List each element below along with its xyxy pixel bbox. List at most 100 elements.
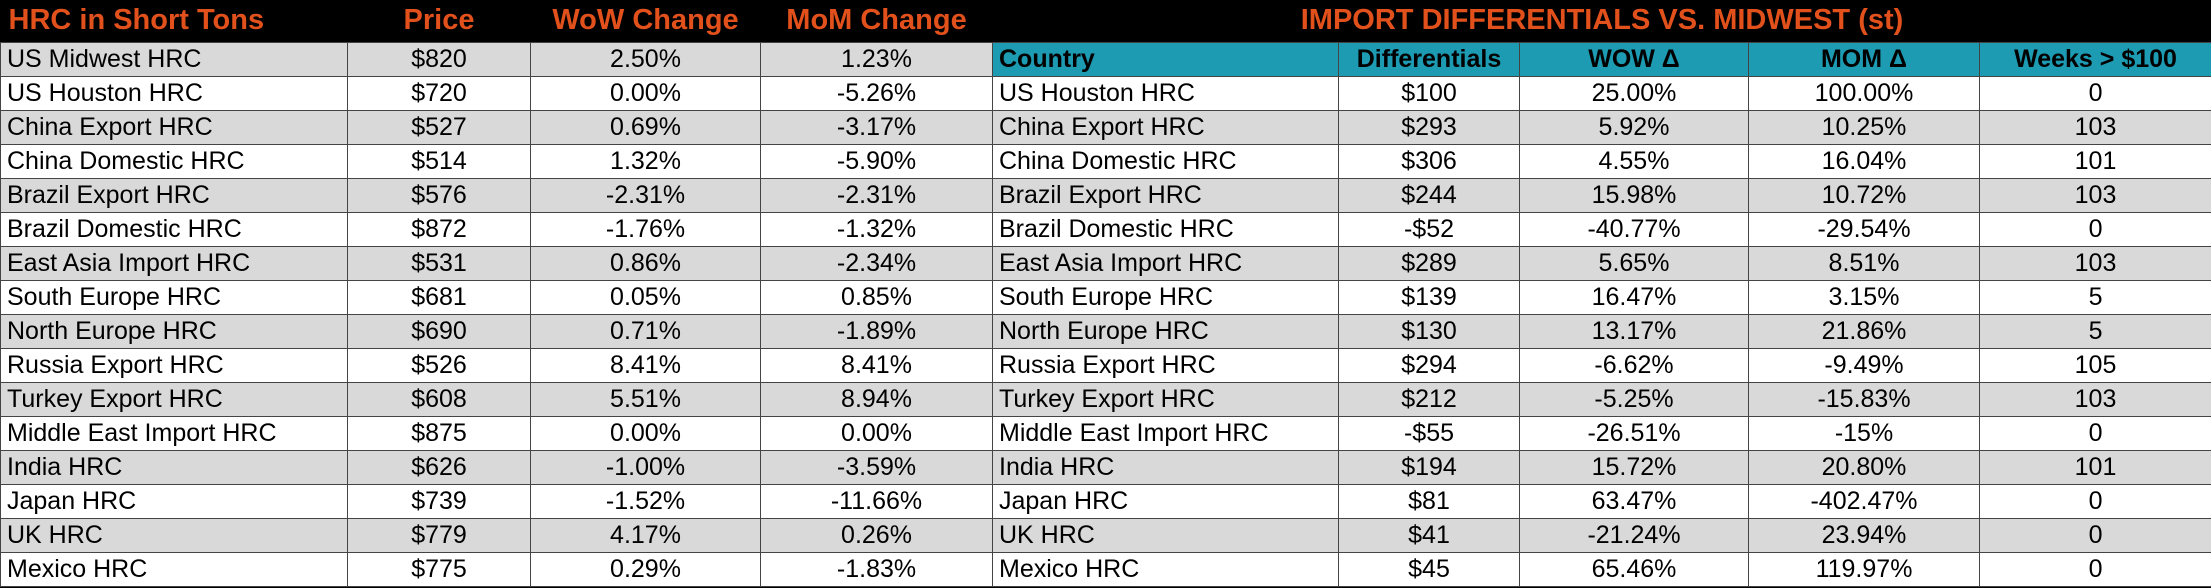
table-cell: 8.41% [530, 347, 761, 383]
table-row: Mexico HRC $775 0.29% -1.83% [0, 551, 993, 587]
table-row: China Domestic HRC $306 4.55% 16.04% 101 [992, 143, 2211, 179]
import-differentials-column-header: Weeks > $100 [1978, 41, 2211, 77]
table-cell: 1.32% [530, 143, 761, 179]
table-cell: 0.69% [530, 109, 761, 145]
row-label: North Europe HRC [992, 313, 1339, 349]
table-cell: -11.66% [760, 483, 993, 519]
row-label: India HRC [0, 449, 348, 485]
table-cell: $626 [347, 449, 531, 485]
table-row: East Asia Import HRC $289 5.65% 8.51% 103 [992, 245, 2211, 281]
row-label: Turkey Export HRC [992, 381, 1339, 417]
table-cell: 119.97% [1748, 551, 1980, 587]
table-row: Brazil Domestic HRC $872 -1.76% -1.32% [0, 211, 993, 247]
hrc-prices-column-header: Price [347, 0, 531, 42]
hrc-prices-header-row: HRC in Short Tons Price WoW Change MoM Chan… [0, 0, 993, 42]
table-cell: $100 [1338, 75, 1520, 111]
table-cell: 2.50% [530, 41, 761, 77]
table-cell: 5 [1978, 313, 2211, 349]
table-cell: 21.86% [1748, 313, 1980, 349]
table-cell: -5.26% [760, 75, 993, 111]
table-cell: $244 [1338, 177, 1520, 213]
table-row: North Europe HRC $130 13.17% 21.86% 5 [992, 313, 2211, 349]
import-differentials-title-row: IMPORT DIFFERENTIALS VS. MIDWEST (st) [992, 0, 2211, 42]
table-row: Russia Export HRC $526 8.41% 8.41% [0, 347, 993, 383]
table-row: Japan HRC $739 -1.52% -11.66% [0, 483, 993, 519]
table-cell: 103 [1978, 109, 2211, 145]
table-cell: 101 [1978, 143, 2211, 179]
table-row: Japan HRC $81 63.47% -402.47% 0 [992, 483, 2211, 519]
table-cell: $690 [347, 313, 531, 349]
table-cell: 100.00% [1748, 75, 1980, 111]
table-cell: 23.94% [1748, 517, 1980, 553]
table-row: US Houston HRC $720 0.00% -5.26% [0, 75, 993, 111]
table-row: South Europe HRC $139 16.47% 3.15% 5 [992, 279, 2211, 315]
table-cell: 0.00% [530, 415, 761, 451]
row-label: US Houston HRC [0, 75, 348, 111]
table-cell: 4.17% [530, 517, 761, 553]
table-row: Brazil Export HRC $244 15.98% 10.72% 103 [992, 177, 2211, 213]
import-differentials-column-header: Country [992, 41, 1339, 77]
table-cell: 105 [1978, 347, 2211, 383]
table-cell: 103 [1978, 177, 2211, 213]
table-cell: 63.47% [1519, 483, 1749, 519]
row-label: UK HRC [992, 517, 1339, 553]
table-cell: -9.49% [1748, 347, 1980, 383]
row-label: Middle East Import HRC [0, 415, 348, 451]
table-cell: $681 [347, 279, 531, 315]
table-cell: $779 [347, 517, 531, 553]
table-cell: 0.85% [760, 279, 993, 315]
table-cell: 5.92% [1519, 109, 1749, 145]
table-row: India HRC $194 15.72% 20.80% 101 [992, 449, 2211, 485]
table-cell: 0 [1978, 483, 2211, 519]
table-cell: 4.55% [1519, 143, 1749, 179]
table-cell: $294 [1338, 347, 1520, 383]
table-cell: -15.83% [1748, 381, 1980, 417]
table-row: China Export HRC $293 5.92% 10.25% 103 [992, 109, 2211, 145]
table-cell: $41 [1338, 517, 1520, 553]
row-label: China Domestic HRC [992, 143, 1339, 179]
table-cell: -3.17% [760, 109, 993, 145]
table-row: India HRC $626 -1.00% -3.59% [0, 449, 993, 485]
row-label: East Asia Import HRC [992, 245, 1339, 281]
hrc-prices-panel: HRC in Short Tons Price WoW Change MoM Chan… [0, 0, 993, 588]
table-row: Middle East Import HRC -$55 -26.51% -15% 0 [992, 415, 2211, 451]
table-cell: -1.76% [530, 211, 761, 247]
table-row: US Houston HRC $100 25.00% 100.00% 0 [992, 75, 2211, 111]
table-cell: 0 [1978, 551, 2211, 587]
table-cell: $194 [1338, 449, 1520, 485]
table-cell: -5.90% [760, 143, 993, 179]
table-cell: 20.80% [1748, 449, 1980, 485]
table-cell: 0.00% [760, 415, 993, 451]
table-cell: $875 [347, 415, 531, 451]
table-cell: $576 [347, 177, 531, 213]
hrc-prices-column-header: WoW Change [530, 0, 761, 42]
row-label: India HRC [992, 449, 1339, 485]
row-label: China Export HRC [992, 109, 1339, 145]
table-cell: $775 [347, 551, 531, 587]
table-cell: -26.51% [1519, 415, 1749, 451]
row-label: China Domestic HRC [0, 143, 348, 179]
row-label: Middle East Import HRC [992, 415, 1339, 451]
table-cell: 5.65% [1519, 245, 1749, 281]
table-cell: -29.54% [1748, 211, 1980, 247]
table-cell: $130 [1338, 313, 1520, 349]
table-cell: $514 [347, 143, 531, 179]
table-row: Brazil Export HRC $576 -2.31% -2.31% [0, 177, 993, 213]
row-label: Japan HRC [0, 483, 348, 519]
import-differentials-column-header: Differentials [1338, 41, 1520, 77]
table-cell: $139 [1338, 279, 1520, 315]
table-cell: 8.94% [760, 381, 993, 417]
table-cell: -6.62% [1519, 347, 1749, 383]
hrc-prices-body: US Midwest HRC $820 2.50% 1.23% US Houston H… [0, 41, 993, 587]
table-cell: $526 [347, 347, 531, 383]
table-cell: -1.52% [530, 483, 761, 519]
table-row: Turkey Export HRC $608 5.51% 8.94% [0, 381, 993, 417]
row-label: UK HRC [0, 517, 348, 553]
table-cell: 0 [1978, 415, 2211, 451]
table-cell: 65.46% [1519, 551, 1749, 587]
table-row: East Asia Import HRC $531 0.86% -2.34% [0, 245, 993, 281]
table-cell: 0.26% [760, 517, 993, 553]
table-cell: 8.51% [1748, 245, 1980, 281]
row-label: Turkey Export HRC [0, 381, 348, 417]
table-cell: 5 [1978, 279, 2211, 315]
